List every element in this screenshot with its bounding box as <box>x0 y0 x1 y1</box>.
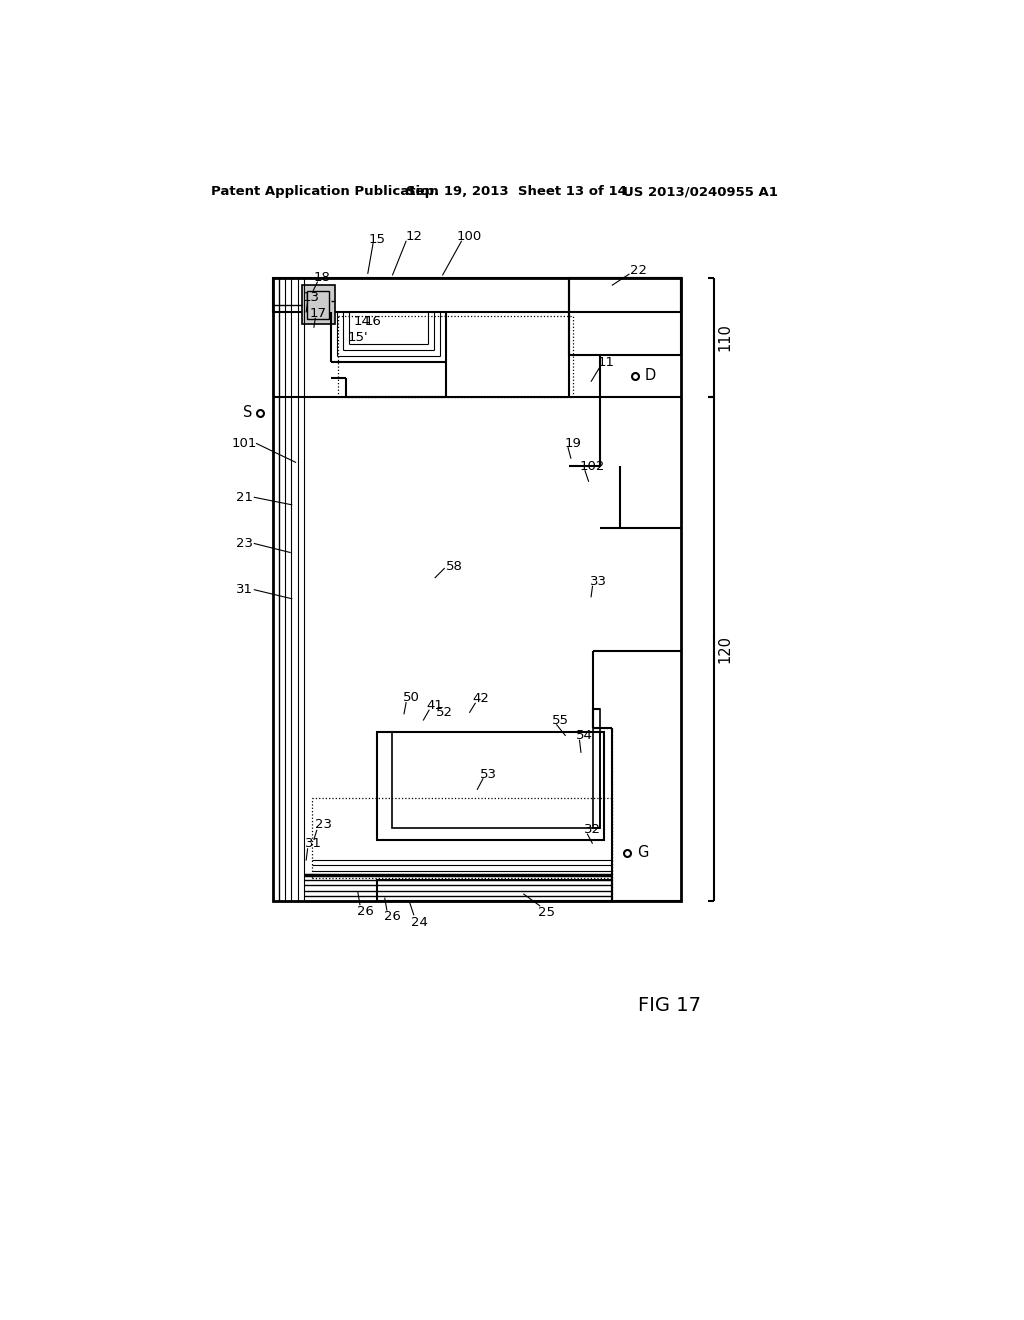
Text: 120: 120 <box>718 635 732 663</box>
Text: 52: 52 <box>436 706 454 719</box>
Text: Patent Application Publication: Patent Application Publication <box>211 185 439 198</box>
Bar <box>377 880 611 902</box>
Bar <box>273 277 681 902</box>
Text: 110: 110 <box>718 323 732 351</box>
Text: 24: 24 <box>411 916 428 929</box>
Text: 53: 53 <box>480 768 497 781</box>
Text: 17: 17 <box>309 308 327 321</box>
Bar <box>593 709 600 829</box>
Text: 41: 41 <box>426 698 443 711</box>
Text: Sep. 19, 2013  Sheet 13 of 14: Sep. 19, 2013 Sheet 13 of 14 <box>407 185 627 198</box>
Text: 31: 31 <box>236 583 253 597</box>
Text: 54: 54 <box>577 730 593 742</box>
Text: 58: 58 <box>445 560 463 573</box>
Bar <box>377 733 604 840</box>
Text: 101: 101 <box>231 437 257 450</box>
Text: 11: 11 <box>598 356 615 370</box>
Text: 33: 33 <box>590 576 607 589</box>
Text: 15: 15 <box>369 232 385 246</box>
Text: 12: 12 <box>406 231 423 243</box>
Text: 18: 18 <box>313 271 330 284</box>
Text: S: S <box>243 405 252 420</box>
Text: 22: 22 <box>630 264 647 277</box>
Text: 21: 21 <box>236 491 253 504</box>
Text: 31: 31 <box>304 837 322 850</box>
Text: 100: 100 <box>457 231 482 243</box>
Text: 14: 14 <box>353 315 370 329</box>
Bar <box>273 277 681 313</box>
Text: 13: 13 <box>302 290 319 304</box>
Text: 50: 50 <box>403 690 420 704</box>
Bar <box>569 277 681 355</box>
Text: 55: 55 <box>552 714 568 727</box>
Text: 15': 15' <box>347 331 368 345</box>
Text: 23: 23 <box>236 537 253 550</box>
Text: 32: 32 <box>584 824 601 837</box>
Text: 16: 16 <box>365 315 382 329</box>
Text: FIG 17: FIG 17 <box>638 995 701 1015</box>
Text: 26: 26 <box>357 906 374 917</box>
Text: 26: 26 <box>384 911 400 924</box>
Text: 102: 102 <box>580 459 605 473</box>
Text: D: D <box>645 368 656 383</box>
Bar <box>307 290 330 318</box>
Bar <box>301 285 335 323</box>
Text: 23: 23 <box>314 818 332 832</box>
Text: 19: 19 <box>565 437 582 450</box>
Text: 42: 42 <box>472 693 489 705</box>
Text: 25: 25 <box>538 907 555 920</box>
Text: US 2013/0240955 A1: US 2013/0240955 A1 <box>624 185 778 198</box>
Bar <box>392 733 600 829</box>
Text: G: G <box>637 845 648 861</box>
